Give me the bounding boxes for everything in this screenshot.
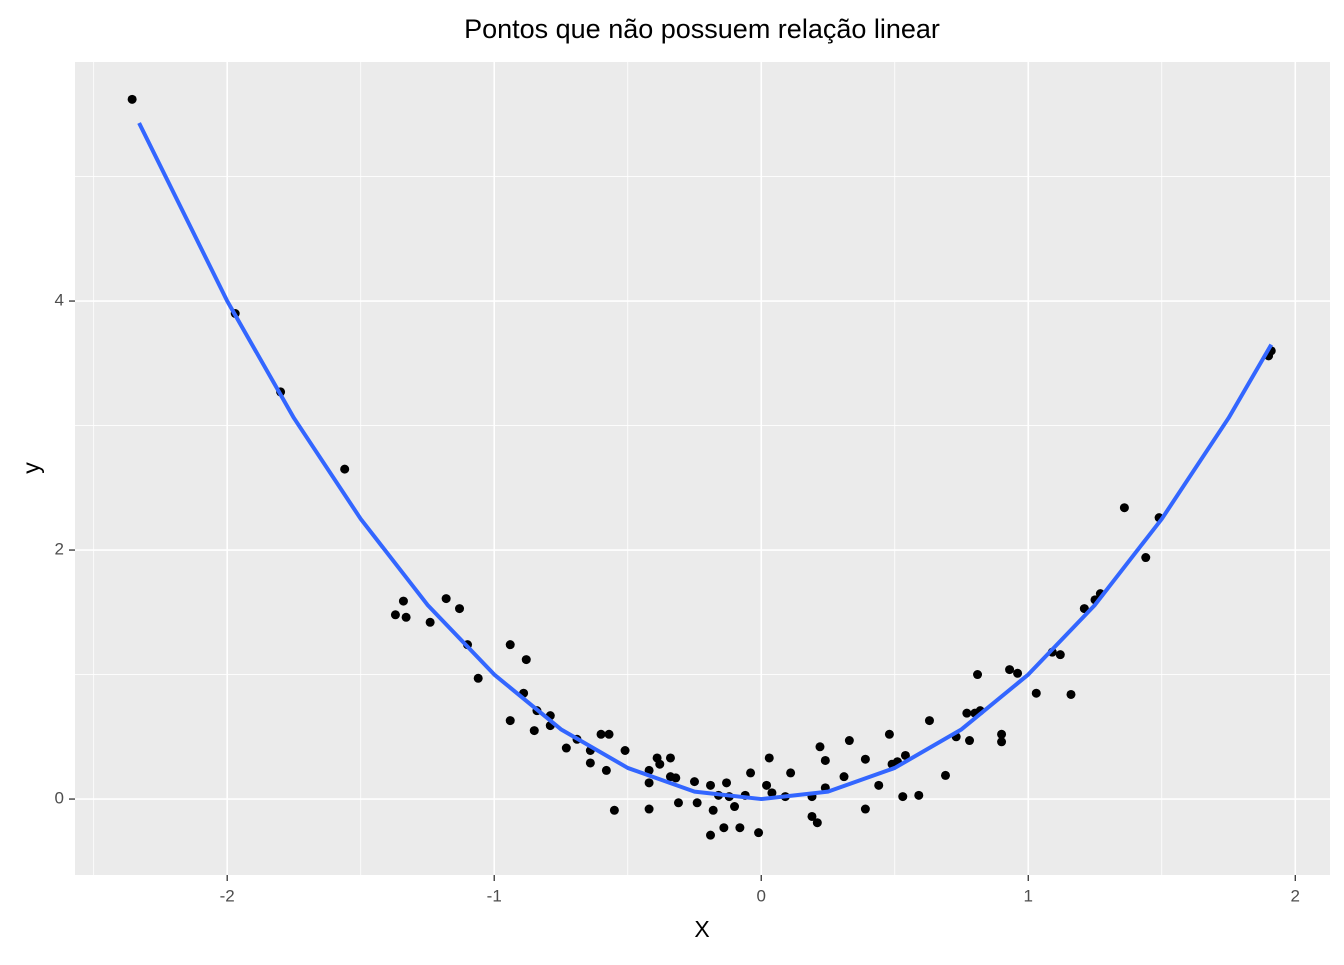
point (604, 729, 614, 739)
point (601, 765, 611, 775)
point (898, 792, 908, 802)
point (505, 640, 515, 650)
point (719, 823, 729, 833)
point (997, 729, 1007, 739)
point (997, 737, 1007, 747)
x-axis-title: X (694, 916, 709, 942)
point (746, 768, 756, 778)
point (767, 788, 777, 798)
point (455, 604, 465, 614)
plot-background (75, 62, 1330, 875)
fit-line (137, 122, 1273, 802)
point (521, 655, 531, 665)
point (665, 753, 675, 763)
point (839, 772, 849, 782)
point (815, 742, 825, 752)
point (706, 780, 716, 790)
point (585, 758, 595, 768)
x-tick-label: -2 (220, 886, 235, 905)
point (1066, 689, 1076, 699)
y-tick-label: 2 (55, 540, 64, 559)
point (962, 708, 972, 718)
point (874, 780, 884, 790)
point (762, 780, 772, 790)
point (473, 673, 483, 683)
x-tick-label: 2 (1291, 886, 1300, 905)
point (820, 755, 830, 765)
point (812, 818, 822, 828)
point (807, 811, 817, 821)
point (844, 736, 854, 746)
x-tick-label: 0 (757, 886, 766, 905)
point (1013, 668, 1023, 678)
point (692, 798, 702, 808)
point (1119, 503, 1129, 513)
y-tick-label: 4 (55, 291, 64, 310)
point (425, 617, 435, 627)
point (689, 777, 699, 787)
point (965, 736, 975, 746)
point (644, 778, 654, 788)
point (1141, 553, 1151, 563)
point (505, 716, 515, 726)
point (561, 743, 571, 753)
point (860, 804, 870, 814)
point (609, 805, 619, 815)
x-tick-label: -1 (487, 886, 502, 905)
point (708, 805, 718, 815)
point (924, 716, 934, 726)
point (1031, 688, 1041, 698)
point (900, 750, 910, 760)
point (754, 828, 764, 838)
point (722, 778, 732, 788)
y-axis-title: y (18, 462, 44, 474)
point (671, 773, 681, 783)
point (390, 610, 400, 620)
point (655, 759, 665, 769)
x-tick-label: 1 (1024, 886, 1033, 905)
point (735, 823, 745, 833)
point (786, 768, 796, 778)
point (706, 830, 716, 840)
point (340, 464, 350, 474)
point (973, 670, 983, 680)
point (860, 754, 870, 764)
chart-title: Pontos que não possuem relação linear (464, 14, 940, 44)
point (644, 804, 654, 814)
point (596, 729, 606, 739)
y-tick-label: 0 (55, 789, 64, 808)
point (620, 745, 630, 755)
point (398, 596, 408, 606)
point (529, 726, 539, 736)
point (730, 802, 740, 812)
point (940, 770, 950, 780)
point (1005, 665, 1015, 675)
point (884, 729, 894, 739)
point (673, 798, 683, 808)
point (1055, 650, 1065, 660)
point (127, 94, 137, 104)
point (914, 790, 924, 800)
point (401, 612, 411, 622)
point (764, 753, 774, 763)
point (441, 594, 451, 604)
